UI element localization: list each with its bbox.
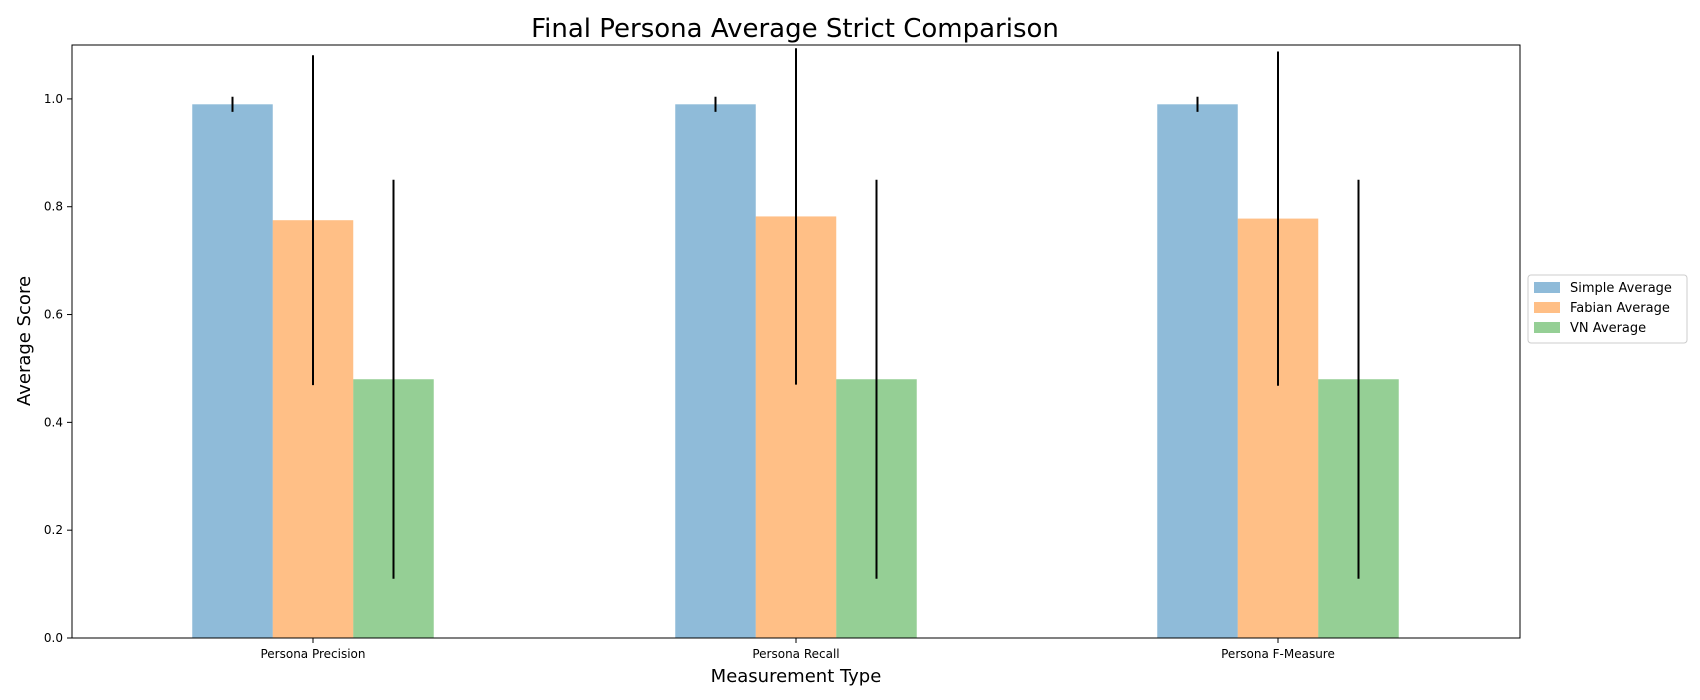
x-tick-label: Persona Precision (260, 647, 365, 661)
error-bars-layer (231, 48, 1360, 579)
chart-title: Final Persona Average Strict Comparison (531, 14, 1059, 44)
x-tick-label: Persona F-Measure (1221, 647, 1335, 661)
x-axis: Persona Precision Persona Recall Persona F… (260, 638, 1335, 661)
y-tick-label: 0.4 (44, 415, 63, 429)
legend-swatch (1534, 322, 1560, 333)
legend-box (1527, 274, 1688, 344)
x-tick-label: Persona Recall (752, 647, 839, 661)
y-tick-label: 1.0 (44, 92, 63, 106)
legend: Simple Average Fabian Average VN Average (1527, 274, 1688, 344)
y-tick-label: 0.2 (44, 523, 63, 537)
y-axis-title: Average Score (14, 276, 35, 406)
legend-swatch (1534, 282, 1560, 293)
bar-1-1 (192, 104, 273, 639)
legend-swatch (1534, 302, 1560, 313)
legend-label: Simple Average (1570, 281, 1672, 296)
y-axis: 0.0 0.2 0.4 0.6 0.8 1.0 (44, 92, 72, 645)
legend-label: VN Average (1570, 321, 1646, 336)
bar-1-3 (1157, 104, 1238, 639)
y-tick-label: 0.8 (44, 200, 63, 214)
x-axis-title: Measurement Type (711, 666, 882, 687)
legend-label: Fabian Average (1570, 301, 1670, 316)
bar-1-2 (675, 104, 756, 639)
y-tick-label: 0.0 (44, 631, 63, 645)
y-tick-label: 0.6 (44, 308, 63, 322)
